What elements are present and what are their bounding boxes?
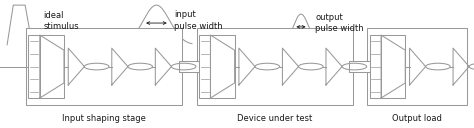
Bar: [197, 28, 353, 105]
Bar: [26, 28, 182, 105]
Text: ideal
stimulus: ideal stimulus: [44, 11, 79, 31]
Bar: [367, 28, 467, 105]
Bar: [179, 61, 201, 72]
Text: input
pulse width: input pulse width: [174, 10, 223, 31]
Text: Device under test: Device under test: [237, 114, 312, 123]
Bar: [28, 35, 64, 98]
Text: Input shaping stage: Input shaping stage: [63, 114, 146, 123]
Text: output
pulse width: output pulse width: [315, 13, 364, 33]
Text: Output load: Output load: [392, 114, 442, 123]
Bar: [349, 61, 371, 72]
Bar: [370, 35, 405, 98]
Bar: [199, 35, 235, 98]
